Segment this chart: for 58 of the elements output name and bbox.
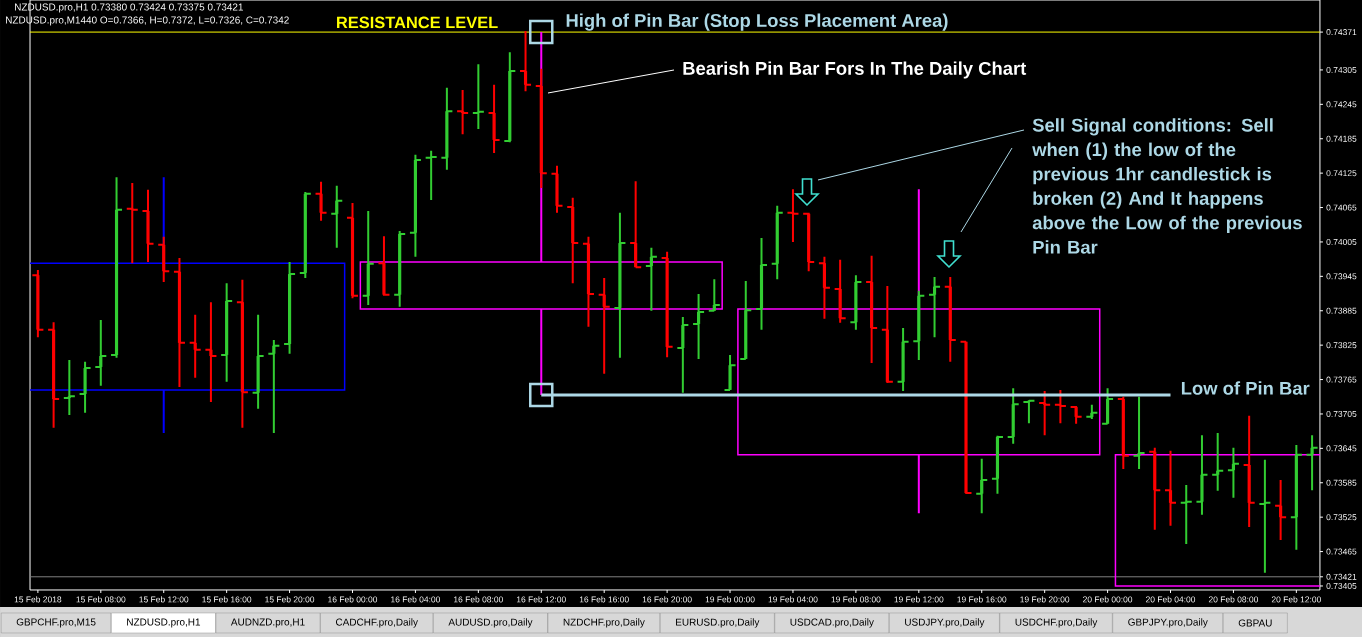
x-tick-label: 15 Feb 08:00: [76, 596, 126, 603]
y-tick-label: 0.74371: [1326, 29, 1357, 36]
x-tick-label: 16 Feb 12:00: [516, 596, 566, 603]
x-tick-label: 19 Feb 08:00: [831, 596, 881, 603]
y-tick-label: 0.73705: [1326, 410, 1357, 417]
x-tick-label: 19 Feb 12:00: [894, 596, 944, 603]
text: GBPAU: [1238, 619, 1272, 627]
y-tick-label: 0.74065: [1326, 204, 1357, 211]
y-tick-label: 0.74185: [1326, 135, 1357, 142]
text: GBPCHF.pro,M15: [16, 618, 96, 628]
x-tick-label: 20 Feb 08:00: [1208, 596, 1259, 603]
text: USDJPY.pro,Daily: [905, 618, 985, 628]
x-tick-label: 15 Feb 12:00: [139, 596, 189, 603]
x-tick-label: 20 Feb 12:00: [1271, 596, 1321, 603]
x-tick-label: 16 Feb 16:00: [579, 596, 629, 603]
x-tick-label: 16 Feb 20:00: [642, 596, 692, 603]
y-tick-label: 0.73765: [1326, 376, 1357, 383]
annotation: NZDUSD.pro,H1 0.73380 0.73424 0.73375 0.73421: [15, 3, 243, 13]
y-tick-label: 0.73585: [1326, 479, 1357, 486]
y-tick-label: 0.74245: [1326, 101, 1357, 108]
x-tick-label: 16 Feb 00:00: [328, 596, 378, 603]
x-tick-label: 20 Feb 00:00: [1083, 596, 1133, 603]
annotation: Sell Signal conditions: Sell when (1) the low of the previous 1hr candlestick is broken (2) And It happens above the Low of the previous Pin Bar: [1032, 118, 1302, 254]
text: AUDUSD.pro,Daily: [448, 618, 533, 628]
y-tick-label: 0.73421: [1326, 573, 1357, 580]
annotation: Bearish Pin Bar Fors In The Daily Chart: [683, 61, 1027, 79]
y-tick-label: 0.73645: [1326, 445, 1357, 452]
x-tick-label: 19 Feb 00:00: [705, 596, 755, 603]
text: EURUSD.pro,Daily: [676, 618, 760, 628]
text: GBPJPY.pro,Daily: [1128, 618, 1208, 628]
text: USDCHF.pro,Daily: [1015, 618, 1098, 628]
x-tick-label: 15 Feb 16:00: [202, 596, 252, 603]
x-tick-label: 19 Feb 04:00: [768, 596, 818, 603]
text: NZDUSD.pro,H1: [127, 618, 201, 628]
text: AUDNZD.pro,H1: [230, 618, 305, 628]
y-tick-label: 0.74005: [1326, 238, 1357, 245]
x-tick-label: 15 Feb 20:00: [265, 596, 315, 603]
y-tick-label: 0.73525: [1326, 514, 1357, 521]
y-tick-label: 0.74305: [1326, 66, 1357, 73]
x-tick-label: 19 Feb 20:00: [1020, 596, 1070, 603]
annotation: NZDUSD.pro,M1440 O=0.7366, H=0.7372, L=0.7326, C=0.7342: [6, 16, 289, 26]
y-tick-label: 0.73825: [1326, 342, 1357, 349]
x-tick-label: 16 Feb 08:00: [454, 596, 503, 603]
y-tick-label: 0.73465: [1326, 548, 1357, 555]
text: CADCHF.pro,Daily: [336, 618, 418, 628]
y-tick-label: 0.73405: [1326, 582, 1357, 589]
x-tick-label: 20 Feb 04:00: [1145, 596, 1196, 603]
x-tick-label: 15 Feb 2018: [14, 596, 62, 603]
text: NZDCHF.pro,Daily: [563, 618, 645, 628]
annotation: High of Pin Bar (Stop Loss Placement Area): [566, 13, 948, 31]
ref-line-label: RESISTANCE LEVEL: [337, 16, 498, 29]
y-tick-label: 0.73885: [1326, 307, 1357, 314]
text: USDCAD.pro,Daily: [790, 618, 874, 628]
y-tick-label: 0.74125: [1326, 170, 1357, 177]
y-tick-label: 0.73945: [1326, 273, 1357, 280]
x-tick-label: 19 Feb 16:00: [957, 596, 1007, 603]
annotation: Low of Pin Bar: [1181, 381, 1310, 395]
x-tick-label: 16 Feb 04:00: [391, 596, 441, 603]
